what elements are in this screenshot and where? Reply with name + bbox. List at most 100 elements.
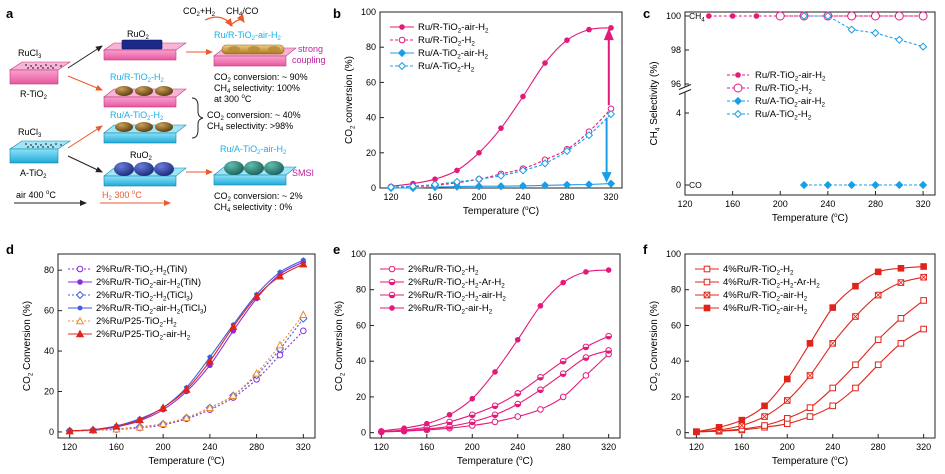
point-e-1-7 bbox=[537, 386, 544, 394]
point-f-3-1 bbox=[715, 423, 723, 431]
series-line-c-3 bbox=[804, 15, 924, 48]
xtick-label-c-1: 160 bbox=[725, 199, 740, 209]
point-f-0-4 bbox=[783, 420, 791, 428]
point-d-4-4 bbox=[158, 419, 168, 428]
legend-label-e-2: 2%Ru/R-TiO2-H2-air-H2 bbox=[408, 290, 506, 303]
xlabel-b: Temperature (oC) bbox=[463, 206, 539, 217]
xtick-label-e-1: 160 bbox=[419, 442, 434, 452]
ytick-label-d-4: 80 bbox=[44, 265, 54, 275]
point-c-2-1 bbox=[823, 180, 832, 190]
legend-marker-d-3 bbox=[77, 305, 83, 311]
legend-marker-d-2 bbox=[75, 290, 85, 300]
ytick-label-b-4: 80 bbox=[366, 42, 376, 52]
ytick-label-c-1: 4 bbox=[676, 108, 681, 118]
point-b-3-9 bbox=[584, 131, 594, 140]
point-e-3-7 bbox=[537, 303, 544, 309]
xtick-label-d-1: 160 bbox=[109, 442, 124, 452]
point-d-5-9 bbox=[275, 271, 285, 280]
point-f-1-8 bbox=[874, 336, 882, 344]
point-c-1-5 bbox=[894, 11, 904, 21]
coupling-label: coupling bbox=[292, 55, 326, 65]
panel-a-label: a bbox=[6, 6, 14, 21]
point-d-5-3 bbox=[135, 415, 144, 424]
point-c-2-5 bbox=[918, 180, 928, 190]
point-f-2-5-x bbox=[806, 372, 814, 379]
point-c-3-2 bbox=[847, 25, 856, 34]
xlabel-e: Temperature (oC) bbox=[457, 456, 533, 467]
point-e-3-0 bbox=[378, 428, 385, 434]
ytick-label-d-0: 0 bbox=[49, 427, 54, 437]
point-e-2-3 bbox=[446, 418, 453, 426]
smsi-label: SMSI bbox=[292, 168, 314, 178]
point-e-0-6 bbox=[514, 413, 522, 420]
point-f-2-7-x bbox=[852, 313, 859, 320]
point-e-2-8 bbox=[559, 357, 567, 365]
point-c-2-4 bbox=[895, 180, 904, 190]
legend-label-f-0: 4%Ru/R-TiO2-H2 bbox=[723, 264, 794, 277]
ytick-label-d-2: 40 bbox=[44, 346, 54, 356]
legend-marker-f-2-x bbox=[703, 291, 711, 299]
point-b-2-6 bbox=[518, 181, 528, 190]
point-e-1-10-h bbox=[605, 350, 612, 354]
legend-marker-e-2 bbox=[388, 291, 396, 299]
point-e-3-2 bbox=[424, 420, 430, 427]
ytick-label-c-0: 0 bbox=[676, 180, 681, 190]
point-d-5-5 bbox=[182, 385, 191, 393]
point-e-1-5-h bbox=[492, 414, 498, 418]
ytick-label-f-5: 100 bbox=[666, 249, 681, 259]
point-c-3-5 bbox=[918, 42, 928, 51]
strong-label: strong bbox=[298, 44, 323, 54]
legend-label-c-1: Ru/R-TiO2-H2 bbox=[755, 83, 812, 96]
point-b-3-1 bbox=[408, 182, 418, 191]
legend-marker-f-1 bbox=[703, 278, 711, 286]
xtick-label-d-2: 200 bbox=[156, 442, 171, 452]
point-f-2-2 bbox=[738, 422, 746, 429]
point-e-1-6-h bbox=[514, 404, 521, 407]
xlabel-c: Temperature (oC) bbox=[772, 213, 848, 224]
point-c-2-0 bbox=[799, 180, 809, 190]
xtick-label-c-2: 200 bbox=[773, 199, 788, 209]
ylabel-f-text: CO2 Conversion (%) bbox=[649, 301, 662, 391]
legend-label-d-5: 2%Ru/P25-TiO2-air-H2 bbox=[96, 329, 191, 342]
xtick-label-c-4: 280 bbox=[868, 199, 883, 209]
xlabel-f: Temperature (oC) bbox=[772, 456, 848, 467]
point-c-2-2 bbox=[847, 180, 856, 190]
legend-label-b-1: Ru/R-TiO2-H2 bbox=[418, 35, 475, 48]
point-c-0-1 bbox=[729, 13, 736, 19]
point-b-3-6 bbox=[518, 166, 528, 175]
point-c-1-0 bbox=[775, 11, 785, 21]
point-e-2-3-h bbox=[446, 421, 453, 425]
point-e-3-8 bbox=[560, 279, 566, 286]
ylabel-e-text: CO2 Conversion (%) bbox=[334, 301, 347, 391]
point-e-2-6 bbox=[514, 390, 522, 397]
panel-d-label: d bbox=[6, 242, 14, 257]
point-b-2-4 bbox=[474, 182, 484, 191]
point-e-0-7 bbox=[537, 406, 544, 413]
xtick-label-c-0: 120 bbox=[677, 199, 692, 209]
ytick-label-e-0: 0 bbox=[361, 428, 366, 438]
legend-marker-e-0 bbox=[388, 265, 396, 273]
legend-label-e-1: 2%Ru/R-TiO2-H2-Ar-H2 bbox=[408, 277, 505, 290]
chart-b-frame bbox=[379, 11, 623, 189]
ylabel-e: CO2 Conversion (%) bbox=[334, 301, 347, 391]
point-b-2-8 bbox=[562, 180, 572, 189]
r-tio2-block bbox=[9, 61, 71, 85]
legend-marker-b-2 bbox=[397, 48, 407, 58]
point-b-2-9 bbox=[584, 180, 594, 189]
point-e-3-5 bbox=[492, 369, 498, 375]
legend-marker-d-1 bbox=[77, 279, 83, 285]
point-f-2-4-x bbox=[784, 397, 791, 404]
ruo2-bottom-label: RuO2 bbox=[130, 150, 153, 162]
xtick-label-f-5: 320 bbox=[916, 442, 931, 452]
point-e-3-6 bbox=[514, 336, 521, 343]
legend-marker-e-3 bbox=[389, 305, 395, 311]
point-f-2-8 bbox=[874, 291, 882, 299]
arrow-down-head-b bbox=[601, 172, 612, 183]
point-d-5-10 bbox=[299, 259, 308, 268]
chart-c-frame bbox=[684, 11, 936, 196]
point-b-0-10 bbox=[608, 25, 614, 31]
legend-marker-c-0 bbox=[735, 72, 741, 78]
legend-label-d-1: 2%Ru/R-TiO2-air-H2(TiN) bbox=[96, 277, 201, 290]
series-line-f-1 bbox=[696, 299, 924, 433]
legend-label-f-2: 4%Ru/R-TiO2-air-H2 bbox=[723, 290, 808, 303]
